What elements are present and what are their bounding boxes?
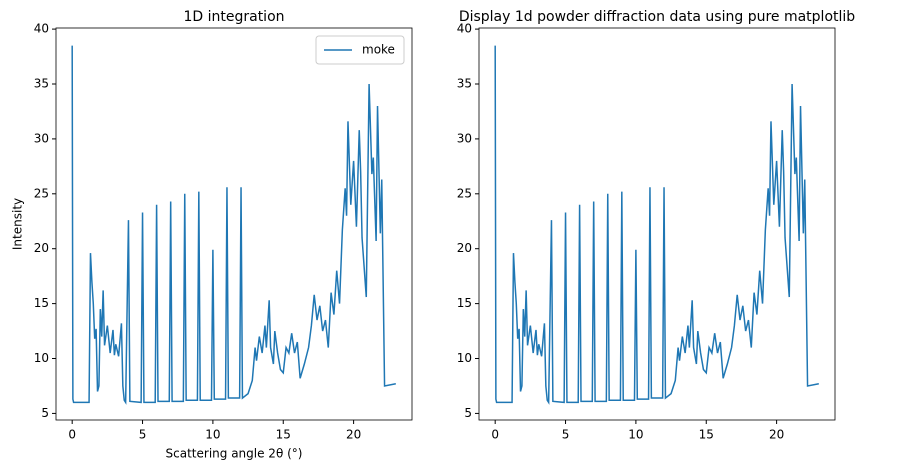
x-axis-label: Scattering angle 2θ (°) xyxy=(166,447,303,461)
y-tick-label: 30 xyxy=(34,131,49,145)
chart-title: Display 1d powder diffraction data using… xyxy=(459,9,855,25)
x-tick-label: 5 xyxy=(562,428,570,442)
y-axis-label: Intensity xyxy=(11,198,25,250)
x-tick-label: 10 xyxy=(628,428,643,442)
x-tick-label: 15 xyxy=(276,428,291,442)
data-line xyxy=(494,45,819,405)
y-tick-label: 40 xyxy=(457,22,472,36)
legend-label: moke xyxy=(362,43,395,57)
legend-box xyxy=(315,35,405,65)
y-tick-label: 10 xyxy=(34,351,49,365)
x-tick-label: 0 xyxy=(68,428,76,442)
x-tick-label: 5 xyxy=(139,428,147,442)
x-tick-label: 15 xyxy=(699,428,714,442)
data-line xyxy=(71,45,396,405)
y-tick-label: 40 xyxy=(34,22,49,36)
y-tick-label: 20 xyxy=(457,241,472,255)
y-tick-label: 35 xyxy=(34,77,49,91)
y-tick-label: 25 xyxy=(457,186,472,200)
x-tick-label: 10 xyxy=(205,428,220,442)
y-tick-label: 15 xyxy=(457,296,472,310)
y-tick-label: 30 xyxy=(457,131,472,145)
y-tick-label: 5 xyxy=(41,406,49,420)
y-tick-label: 5 xyxy=(464,406,472,420)
axes-frame xyxy=(478,27,836,421)
y-tick-label: 10 xyxy=(457,351,472,365)
y-tick-label: 15 xyxy=(34,296,49,310)
x-tick-label: 20 xyxy=(346,428,361,442)
x-tick-label: 20 xyxy=(769,428,784,442)
axes-frame xyxy=(55,27,413,421)
y-tick-label: 25 xyxy=(34,186,49,200)
chart-title: 1D integration xyxy=(183,9,284,25)
x-tick-label: 0 xyxy=(491,428,499,442)
y-tick-label: 35 xyxy=(457,77,472,91)
y-tick-label: 20 xyxy=(34,241,49,255)
